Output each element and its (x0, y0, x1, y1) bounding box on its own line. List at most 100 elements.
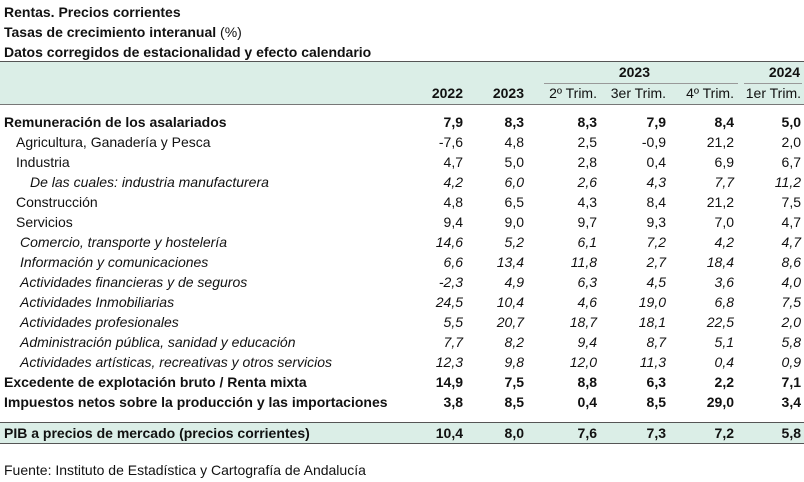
row-label: Administración pública, sanidad y educac… (20, 334, 296, 350)
table-cell: 4,2 (443, 174, 463, 190)
table-row: Información y comunicaciones 6,6 13,4 11,8 2… (0, 252, 804, 272)
table-cell: 11,8 (570, 254, 597, 270)
table-row: De las cuales: industria manufacturera 4,… (0, 172, 804, 192)
row-label: De las cuales: industria manufacturera (30, 174, 269, 190)
table-cell: 21,2 (706, 194, 734, 210)
table-cell: 19,0 (638, 294, 666, 310)
table-row: Comercio, transporte y hostelería 14,6 5,2… (0, 232, 804, 252)
table-cell: 6,3 (646, 374, 666, 390)
table-row: Actividades artísticas, recreativas y ot… (0, 352, 804, 372)
table-cell: 8,3 (504, 114, 524, 130)
table-cell: 29,0 (706, 394, 734, 410)
table-cell: 8,5 (646, 394, 666, 410)
row-label: Comercio, transporte y hostelería (20, 234, 227, 250)
table-cell: 8,2 (504, 334, 524, 350)
table-row: Actividades profesionales 5,5 20,7 18,7 18,1… (0, 312, 804, 332)
row-label: Actividades Inmobiliarias (20, 294, 175, 310)
table-row: Agricultura, Ganadería y Pesca -7,6 4,8 2,5… (0, 132, 804, 152)
total-cell: 7,6 (577, 425, 597, 441)
table-cell: 6,9 (714, 154, 734, 170)
table-cell: 2,0 (781, 314, 801, 330)
row-label: Actividades financieras y de seguros (20, 274, 248, 290)
table-cell: 2,5 (577, 134, 597, 150)
table-body: Remuneración de los asalariados 7,9 8,3 8,3… (0, 104, 804, 412)
table-cell: 11,2 (774, 174, 801, 190)
table-cell: -7,6 (438, 134, 463, 150)
table-cell: 4,0 (781, 274, 801, 290)
table-header: 2023 2024 2022 2023 2º Trim. 3er Trim. 4º Tr… (0, 61, 804, 105)
table-cell: 7,5 (781, 294, 801, 310)
total-label: PIB a precios de mercado (precios corrie… (4, 425, 310, 441)
table-cell: 5,2 (504, 234, 524, 250)
table-cell: 7,7 (443, 334, 463, 350)
table-cell: 4,2 (714, 234, 734, 250)
table-cell: 7,9 (443, 114, 463, 130)
table-cell: 2,8 (577, 154, 597, 170)
table-cell: 11,3 (639, 354, 666, 370)
table-row: Actividades financieras y de seguros -2,3… (0, 272, 804, 292)
table-cell: 4,8 (443, 194, 463, 210)
table-cell: 12,0 (569, 354, 597, 370)
column-header: 3er Trim. (610, 85, 666, 101)
row-label: Excedente de explotación bruto / Renta m… (4, 374, 307, 390)
table-cell: 0,4 (577, 394, 597, 410)
table-cell: 6,7 (781, 154, 801, 170)
table-cell: 4,3 (577, 194, 597, 210)
table-cell: 8,6 (781, 254, 801, 270)
table-row: Excedente de explotación bruto / Renta m… (0, 372, 804, 392)
table-cell: -0,9 (641, 134, 666, 150)
table-cell: 18,7 (569, 314, 597, 330)
row-label: Servicios (16, 214, 73, 230)
table-cell: 6,1 (577, 234, 597, 250)
table-cell: 20,7 (496, 314, 524, 330)
table-cell: 6,6 (443, 254, 463, 270)
column-header: 2º Trim. (549, 85, 597, 101)
row-label: Información y comunicaciones (20, 254, 209, 270)
table-row: Industria 4,7 5,0 2,8 0,4 6,9 6,7 (0, 152, 804, 172)
table-cell: 24,5 (435, 294, 463, 310)
table-cell: 0,4 (646, 154, 666, 170)
table-cell: 8,3 (577, 114, 597, 130)
total-cell: 7,2 (714, 425, 734, 441)
table-cell: 14,9 (435, 374, 463, 390)
table-cell: 6,8 (714, 294, 734, 310)
column-header: 1er Trim. (745, 85, 801, 101)
table-cell: 6,3 (577, 274, 597, 290)
row-label: Impuestos netos sobre la producción y la… (4, 394, 388, 410)
table-row: Impuestos netos sobre la producción y la… (0, 392, 804, 412)
table-cell: 3,4 (781, 394, 801, 410)
table-cell: 5,0 (781, 114, 801, 130)
table-cell: 6,0 (504, 174, 524, 190)
table-cell: 14,6 (435, 234, 463, 250)
table-cell: 5,1 (714, 334, 734, 350)
table-row: Remuneración de los asalariados 7,9 8,3 8,3… (0, 112, 804, 132)
table-cell: 4,7 (781, 234, 801, 250)
table-cell: 8,4 (714, 114, 734, 130)
table-cell: 4,5 (646, 274, 666, 290)
header-group-rule-2023 (544, 83, 738, 84)
table-cell: 9,4 (443, 214, 463, 230)
table-cell: 5,0 (504, 154, 524, 170)
table-cell: 2,7 (646, 254, 666, 270)
table-cell: 9,0 (504, 214, 524, 230)
header-group-2023: 2023 (618, 64, 650, 80)
table-cell: 9,7 (577, 214, 597, 230)
table-title: Rentas. Precios corrientes (4, 4, 181, 20)
table-cell: 3,8 (443, 394, 463, 410)
table-cell: 18,1 (638, 314, 666, 330)
table-cell: 4,9 (504, 274, 524, 290)
table-cell: 8,5 (504, 394, 524, 410)
total-cell: 10,4 (435, 425, 463, 441)
total-cell: 5,8 (781, 425, 801, 441)
table-cell: 0,9 (781, 354, 801, 370)
table-cell: 8,4 (646, 194, 666, 210)
total-cell: 7,3 (646, 425, 666, 441)
table-cell: 7,9 (646, 114, 666, 130)
table-cell: 22,5 (706, 314, 734, 330)
spacer (0, 412, 804, 422)
table-cell: 18,4 (706, 254, 734, 270)
table-cell: 5,8 (781, 334, 801, 350)
table-cell: -2,3 (438, 274, 463, 290)
table-row: Administración pública, sanidad y educac… (0, 332, 804, 352)
data-table: 2023 2024 2022 2023 2º Trim. 3er Trim. 4º Tr… (0, 61, 804, 444)
